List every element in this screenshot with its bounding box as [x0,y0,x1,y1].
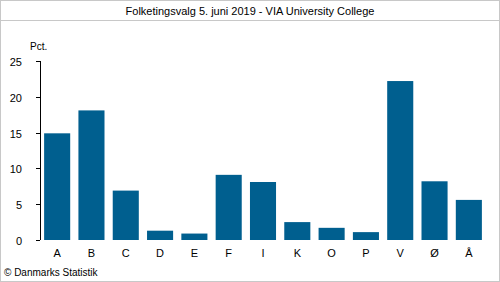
y-tick-label: 20 [10,92,22,104]
y-tick [36,133,40,134]
y-label: Pct. [30,41,47,52]
x-tick-label: C [122,247,130,259]
bars [44,81,482,240]
y-tick-label: 10 [10,163,22,175]
title-rule [0,20,500,21]
x-tick-label: P [362,247,369,259]
x-tick-label: E [191,247,198,259]
bar [353,232,379,240]
chart: Folketingsvalg 5. juni 2019 - VIA Univer… [0,0,500,282]
x-tick-label: V [397,247,405,259]
y-tick-label: 15 [10,128,22,140]
y-tick-label: 25 [10,56,22,68]
x-tick-label: Ø [430,247,439,259]
title: Folketingsvalg 5. juni 2019 - VIA Univer… [126,5,375,17]
bar [147,231,173,240]
y-axis [40,61,41,240]
bar [456,200,482,240]
y-tick [36,204,40,205]
bar [319,228,345,240]
bar [422,181,448,240]
y-tick-label: 0 [16,235,22,247]
bar [284,222,310,240]
x-tick-label: I [261,247,264,259]
bar [387,81,413,240]
y-tick-label: 5 [16,199,22,211]
bar [216,175,242,240]
y-tick [36,168,40,169]
source: © Danmarks Statistik [4,267,99,278]
y-tick [36,240,40,241]
x-tick-label: K [294,247,302,259]
bar [78,110,104,240]
frame [1,1,500,282]
y-tick [36,97,40,98]
x-tick-label: A [53,247,61,259]
x-tick-label: O [327,247,336,259]
x-tick-label: B [88,247,95,259]
bar [250,182,276,240]
bar [113,191,139,240]
bar [44,133,70,240]
x-tick-label: F [225,247,232,259]
bar [181,234,207,240]
x-tick-label: D [156,247,164,259]
y-tick [36,61,40,62]
x-tick-label: Å [465,247,473,259]
